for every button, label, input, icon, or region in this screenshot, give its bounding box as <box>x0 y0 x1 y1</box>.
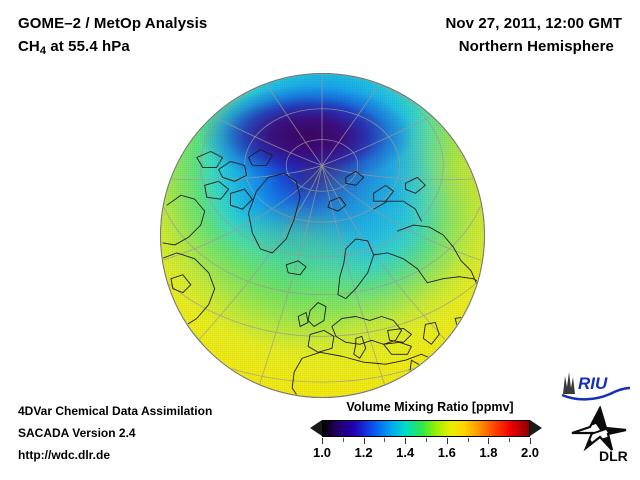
dlr-logo: DLR <box>571 406 628 464</box>
colorbar-extend-left-arrow <box>310 420 322 436</box>
colorbar-tick-major <box>488 438 490 444</box>
colorbar-tick-minor <box>384 438 386 442</box>
colorbar: Volume Mixing Ratio [ppmv] 1.0 1.2 1.4 1.6 1… <box>310 400 542 463</box>
riu-logo-text: RIU <box>578 374 608 393</box>
colorbar-tick-minor <box>467 438 469 442</box>
colorbar-tick-label: 1.8 <box>479 445 498 460</box>
colorbar-tick-major <box>405 438 407 444</box>
colorbar-tick-minor <box>426 438 427 442</box>
colorbar-tick-major <box>322 438 323 444</box>
graticule-lines <box>161 74 484 395</box>
dlr-mark-icon <box>571 406 627 452</box>
altitude-label: at 55.4 hPa <box>46 38 130 55</box>
globe-map <box>160 73 485 398</box>
colorbar-title: Volume Mixing Ratio [ppmv] <box>346 400 514 414</box>
version-label: SACADA Version 2.4 <box>18 426 136 440</box>
colorbar-row <box>310 419 542 438</box>
colorbar-tick-major <box>363 438 365 444</box>
colorbar-gradient <box>322 420 530 437</box>
colorbar-tick-label: 1.6 <box>437 445 456 460</box>
method-label: 4DVar Chemical Data Assimilation <box>18 404 213 418</box>
riu-spires-icon <box>563 372 575 394</box>
coastlines <box>161 149 484 397</box>
colorbar-ticks <box>322 438 531 444</box>
dlr-logo-text: DLR <box>599 448 628 464</box>
website-link[interactable]: http://wdc.dlr.de <box>18 448 110 462</box>
species-altitude-label: CH4 at 55.4 hPa <box>18 35 348 63</box>
colorbar-tick-label: 1.0 <box>312 445 332 460</box>
colorbar-tick-label: 1.4 <box>396 445 415 460</box>
header-left: GOME–2 / MetOp Analysis CH4 at 55.4 hPa <box>18 12 348 63</box>
header-right: Nov 27, 2011, 12:00 GMT Northern Hemisph… <box>322 12 622 58</box>
colorbar-tick-label: 1.2 <box>354 445 373 460</box>
colorbar-tick-major <box>446 438 448 444</box>
page-title: GOME–2 / MetOp Analysis <box>18 15 208 32</box>
colorbar-tick-label: 2.0 <box>520 445 540 460</box>
colorbar-tick-minor <box>342 438 344 442</box>
globe-disc <box>160 73 485 398</box>
timestamp-label: Nov 27, 2011, 12:00 GMT <box>445 15 622 32</box>
species-label: CH <box>18 38 40 55</box>
colorbar-tick-minor <box>509 438 511 442</box>
footer-left: 4DVar Chemical Data Assimilation SACADA … <box>18 400 298 466</box>
riu-wave-icon <box>561 386 631 401</box>
species-subscript: 4 <box>39 45 47 57</box>
riu-logo: RIU <box>561 372 631 401</box>
colorbar-tick-labels: 1.0 1.2 1.4 1.6 1.8 2.0 <box>313 445 539 463</box>
hemisphere-label: Northern Hemisphere <box>458 38 614 55</box>
colorbar-tick-major <box>530 438 531 444</box>
colorbar-extend-right-arrow <box>530 420 542 436</box>
